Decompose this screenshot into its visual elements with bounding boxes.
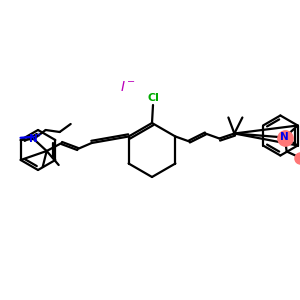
Text: Cl: Cl [147,93,159,103]
Text: +: + [36,132,42,138]
Text: I$^-$: I$^-$ [120,80,136,94]
Text: N: N [29,134,38,144]
Text: N: N [280,133,289,142]
